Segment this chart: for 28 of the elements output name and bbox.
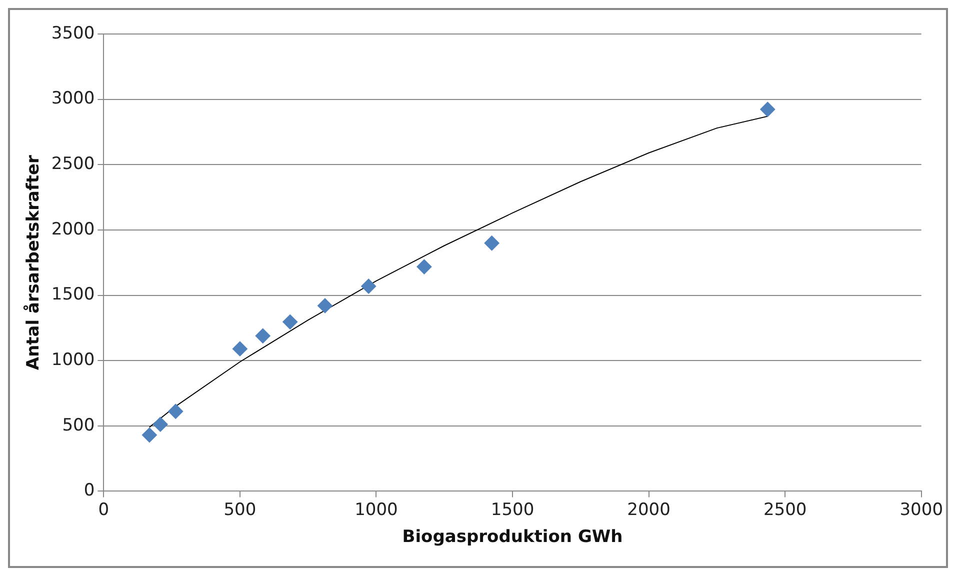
point bbox=[152, 416, 168, 432]
x-tick-label: 0 bbox=[98, 500, 110, 520]
point bbox=[282, 314, 298, 330]
point bbox=[484, 236, 500, 251]
point bbox=[760, 102, 776, 117]
x-axis-title: Biogasproduktion GWh bbox=[402, 527, 623, 548]
y-tick-label: 3500 bbox=[51, 23, 95, 44]
point bbox=[168, 404, 184, 419]
y-tick-label: 3000 bbox=[51, 88, 95, 109]
x-tick-label: 2500 bbox=[763, 500, 807, 520]
point bbox=[361, 278, 376, 294]
point bbox=[142, 428, 157, 443]
y-tick-label: 2500 bbox=[51, 154, 95, 174]
point bbox=[416, 259, 432, 274]
x-tick-label: 500 bbox=[224, 500, 256, 520]
point bbox=[317, 298, 332, 314]
x-tick-label: 2000 bbox=[627, 500, 670, 520]
x-tick-label: 1500 bbox=[490, 500, 534, 520]
y-tick-label: 2000 bbox=[51, 219, 95, 240]
x-tick-label: 3000 bbox=[900, 500, 943, 520]
x-tick-label: 1000 bbox=[354, 500, 398, 520]
y-tick-label: 500 bbox=[62, 415, 95, 436]
point bbox=[255, 328, 270, 344]
point bbox=[232, 341, 248, 356]
y-tick-label: 0 bbox=[84, 480, 95, 501]
y-tick-label: 1000 bbox=[51, 350, 95, 370]
y-axis-title: Antal årsarbetskrafter bbox=[22, 154, 44, 370]
y-tick-label: 1500 bbox=[51, 284, 95, 305]
